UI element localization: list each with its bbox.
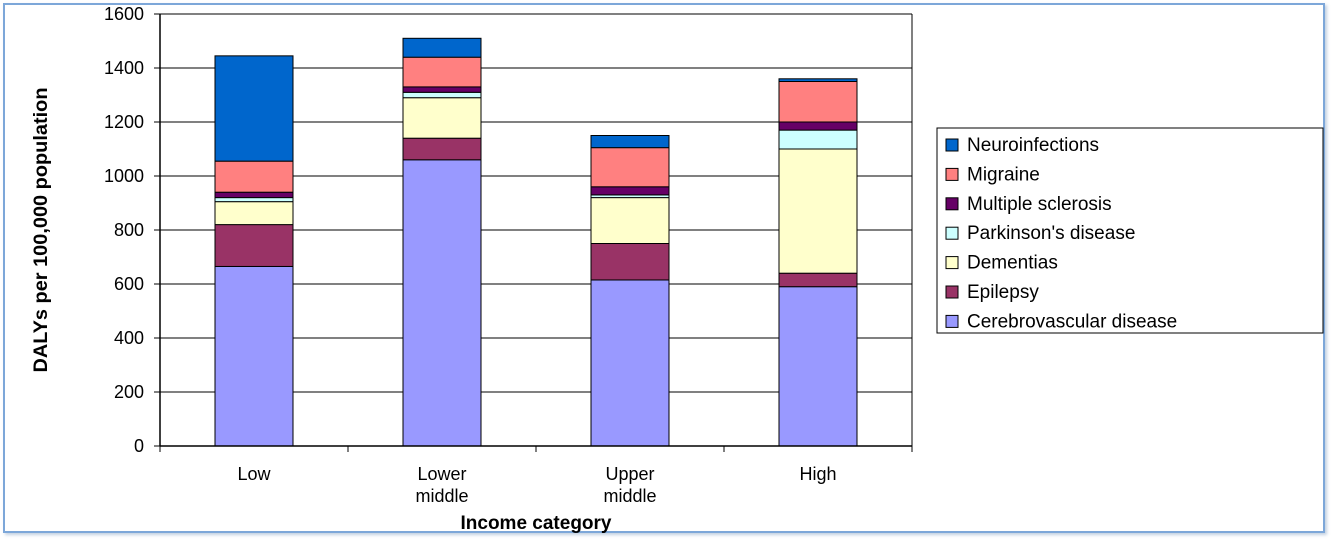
legend-swatch (945, 285, 959, 299)
bar-segment-multiple-sclerosis (778, 121, 858, 131)
y-tick-label: 1400 (104, 58, 144, 78)
bars (214, 37, 858, 447)
x-tick-label: Lower (417, 464, 466, 484)
bar-segment-migraine (590, 147, 670, 188)
x-tick-label: High (799, 464, 836, 484)
y-tick-label: 1600 (104, 4, 144, 24)
bar-segment-multiple-sclerosis (402, 86, 482, 93)
bar-segment-migraine (402, 56, 482, 88)
bar-segment-epilepsy (402, 137, 482, 161)
bar-segment-dementias (214, 201, 294, 226)
bar-segment-neuroinfections (402, 37, 482, 58)
x-tick-label: middle (415, 486, 468, 506)
legend-swatch (945, 256, 959, 270)
bar-segment-dementias (590, 197, 670, 245)
bar-segment-dementias (778, 148, 858, 274)
legend: Neuroinfections Migraine Multiple sclerosi… (936, 127, 1324, 334)
legend-label: Multiple sclerosis (967, 194, 1112, 215)
bar-segment-multiple-sclerosis (214, 191, 294, 199)
legend-label: Parkinson's disease (967, 223, 1135, 244)
y-tick-label: 1000 (104, 166, 144, 186)
bar-segment-epilepsy (590, 243, 670, 281)
legend-label: Cerebrovascular disease (967, 311, 1177, 332)
bar-segment-epilepsy (778, 272, 858, 288)
legend-label: Epilepsy (967, 282, 1039, 303)
x-tick-label: Upper (605, 464, 654, 484)
chart-frame (3, 3, 1325, 533)
bar-segment-migraine (778, 81, 858, 123)
bar-segment-cerebrovascular-disease (778, 286, 858, 447)
bar-segment-parkinson-s-disease (778, 129, 858, 150)
bar-segment-multiple-sclerosis (590, 186, 670, 196)
legend-swatch (945, 197, 959, 211)
y-tick-label: 600 (114, 274, 144, 294)
bar-segment-epilepsy (214, 224, 294, 267)
legend-swatch (945, 167, 959, 181)
legend-swatch (945, 226, 959, 240)
bar-segment-parkinson-s-disease (402, 91, 482, 99)
bar-segment-neuroinfections (590, 135, 670, 149)
bar-segment-cerebrovascular-disease (590, 279, 670, 447)
bar-segment-parkinson-s-disease (214, 197, 294, 203)
legend-label: Neuroinfections (967, 135, 1099, 156)
legend-label: Dementias (967, 253, 1058, 274)
y-tick-label: 200 (114, 382, 144, 402)
legend-swatch (945, 138, 959, 152)
bar-segment-cerebrovascular-disease (402, 159, 482, 447)
legend-swatch (945, 314, 959, 328)
bar-segment-cerebrovascular-disease (214, 265, 294, 447)
y-tick-label: 0 (134, 436, 144, 456)
bar-segment-neuroinfections (214, 55, 294, 162)
y-axis-title: DALYs per 100,000 population (31, 88, 52, 373)
y-tick-label: 1200 (104, 112, 144, 132)
x-tick-label: Low (237, 464, 271, 484)
x-tick-label: middle (603, 486, 656, 506)
bar-segment-dementias (402, 97, 482, 139)
bar-segment-migraine (214, 160, 294, 193)
y-tick-label: 800 (114, 220, 144, 240)
y-tick-label: 400 (114, 328, 144, 348)
legend-label: Migraine (967, 164, 1040, 185)
bar-segment-neuroinfections (778, 78, 858, 83)
x-axis-title: Income category (461, 513, 612, 534)
legend-box (936, 127, 1324, 334)
